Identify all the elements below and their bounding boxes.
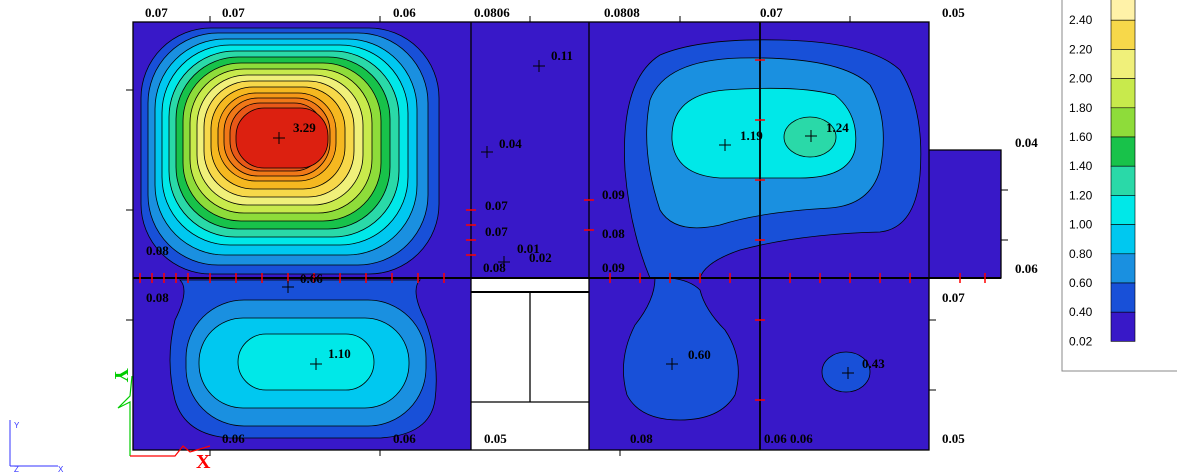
- beam-ticks: [139, 59, 986, 401]
- bottom-label: 0.05: [484, 431, 507, 446]
- panel-ext-right: [929, 150, 1001, 278]
- axis-z-small: Z: [14, 465, 19, 474]
- peak-label: 0.07: [485, 224, 508, 239]
- peak-label: 3.29: [293, 120, 316, 135]
- peak-label: 0.66: [300, 271, 323, 286]
- peak-label: 0.08: [602, 226, 625, 241]
- top-edge-labels: 0.07 0.07 0.06 0.0806 0.0808 0.07 0.05: [145, 5, 965, 20]
- top-label: 0.07: [760, 5, 783, 20]
- legend-label: 0.02: [1069, 334, 1093, 348]
- right-label: 0.04: [1015, 135, 1038, 150]
- contour-peak-top-right: [624, 39, 922, 279]
- axis-triad: Y X Z Y X: [9, 368, 211, 474]
- peak-label: 0.02: [529, 250, 552, 265]
- legend-swatch: [1110, 311, 1136, 342]
- top-label: 0.0808: [604, 5, 640, 20]
- legend-swatch: [1110, 195, 1136, 225]
- legend-swatch: [1110, 165, 1136, 196]
- legend-swatch: [1110, 49, 1136, 79]
- bottom-edge-labels: 0.06 0.06 0.05 0.08 0.06 0.06: [222, 431, 813, 446]
- legend-swatch: [1110, 224, 1136, 255]
- contour-peak-bottom-left: [169, 279, 437, 439]
- peak-label: 0.08: [146, 243, 169, 258]
- legend-label: 0.60: [1069, 276, 1093, 290]
- peak-label: 0.08: [146, 290, 169, 305]
- right-label: 0.05: [942, 431, 965, 446]
- bottom-label: 0.06: [222, 431, 245, 446]
- bottom-label: 0.08: [630, 431, 653, 446]
- axis-y-small: Y: [14, 421, 20, 430]
- peak-label: 0.04: [499, 136, 522, 151]
- peak-label: 0.43: [862, 356, 885, 371]
- peak-label: 0.09: [602, 260, 625, 275]
- axis-x-large: X: [196, 451, 211, 473]
- legend-label: 1.40: [1069, 159, 1093, 173]
- legend-label: 1.80: [1069, 101, 1093, 115]
- peak-label: 0.08: [483, 260, 506, 275]
- peak-markers: [273, 60, 854, 379]
- legend-swatch: [1110, 107, 1136, 138]
- legend-label: 0.80: [1069, 247, 1093, 261]
- frame-ticks: [126, 16, 1008, 456]
- legend-label: 2.40: [1069, 13, 1093, 27]
- slab-outlines: [132, 21, 1002, 451]
- top-label: 0.05: [942, 5, 965, 20]
- legend-label: 2.20: [1069, 42, 1093, 56]
- peak-label: 0.01: [517, 241, 540, 256]
- legend-label: 2.00: [1069, 72, 1093, 86]
- peak-label: 0.60: [688, 347, 711, 362]
- top-label: 0.07: [222, 5, 245, 20]
- legend-items: 2.40 2.20 2.00 1.80 1.60 1.40 1.20 1.00 0.80 0.60…: [1069, 0, 1136, 348]
- legend-swatch: [1110, 136, 1136, 167]
- peak-label: 1.24: [826, 120, 849, 135]
- legend-swatch: [1110, 282, 1136, 313]
- legend-label: 1.60: [1069, 130, 1093, 144]
- right-label: 0.07: [942, 290, 965, 305]
- right-label: 0.06: [1015, 261, 1038, 276]
- legend-label: 0.40: [1069, 305, 1093, 319]
- peak-label: 0.07: [485, 198, 508, 213]
- peak-label: 1.19: [740, 128, 763, 143]
- top-label: 0.0806: [474, 5, 510, 20]
- legend-swatch: [1110, 78, 1136, 109]
- bottom-label: 0.06 0.06: [764, 431, 813, 446]
- peak-label: 1.10: [328, 346, 351, 361]
- peak-label: 0.09: [602, 187, 625, 202]
- legend-swatch: [1110, 19, 1136, 50]
- legend-swatch: [1110, 253, 1136, 284]
- contour-peak-large: [140, 27, 440, 275]
- axis-x-small: X: [58, 465, 64, 474]
- top-label: 0.07: [145, 5, 168, 20]
- legend: 2.40 2.20 2.00 1.80 1.60 1.40 1.20 1.00 0.80 0.60…: [1061, 0, 1177, 372]
- contour-bottom-right: [623, 277, 871, 421]
- peak-labels: 3.29 1.10 0.11 0.04 0.07 0.07 0.01 0.02 …: [146, 48, 885, 371]
- right-edge-labels: 0.04 0.06 0.07 0.05: [942, 135, 1038, 446]
- bottom-label: 0.06: [393, 431, 416, 446]
- panel-top-mid: [471, 22, 589, 278]
- top-label: 0.06: [393, 5, 416, 20]
- legend-label: 1.00: [1069, 218, 1093, 232]
- axis-y-large: Y: [110, 368, 132, 383]
- legend-label: 1.20: [1069, 188, 1093, 202]
- peak-label: 0.11: [551, 48, 573, 63]
- legend-swatch: [1110, 0, 1136, 21]
